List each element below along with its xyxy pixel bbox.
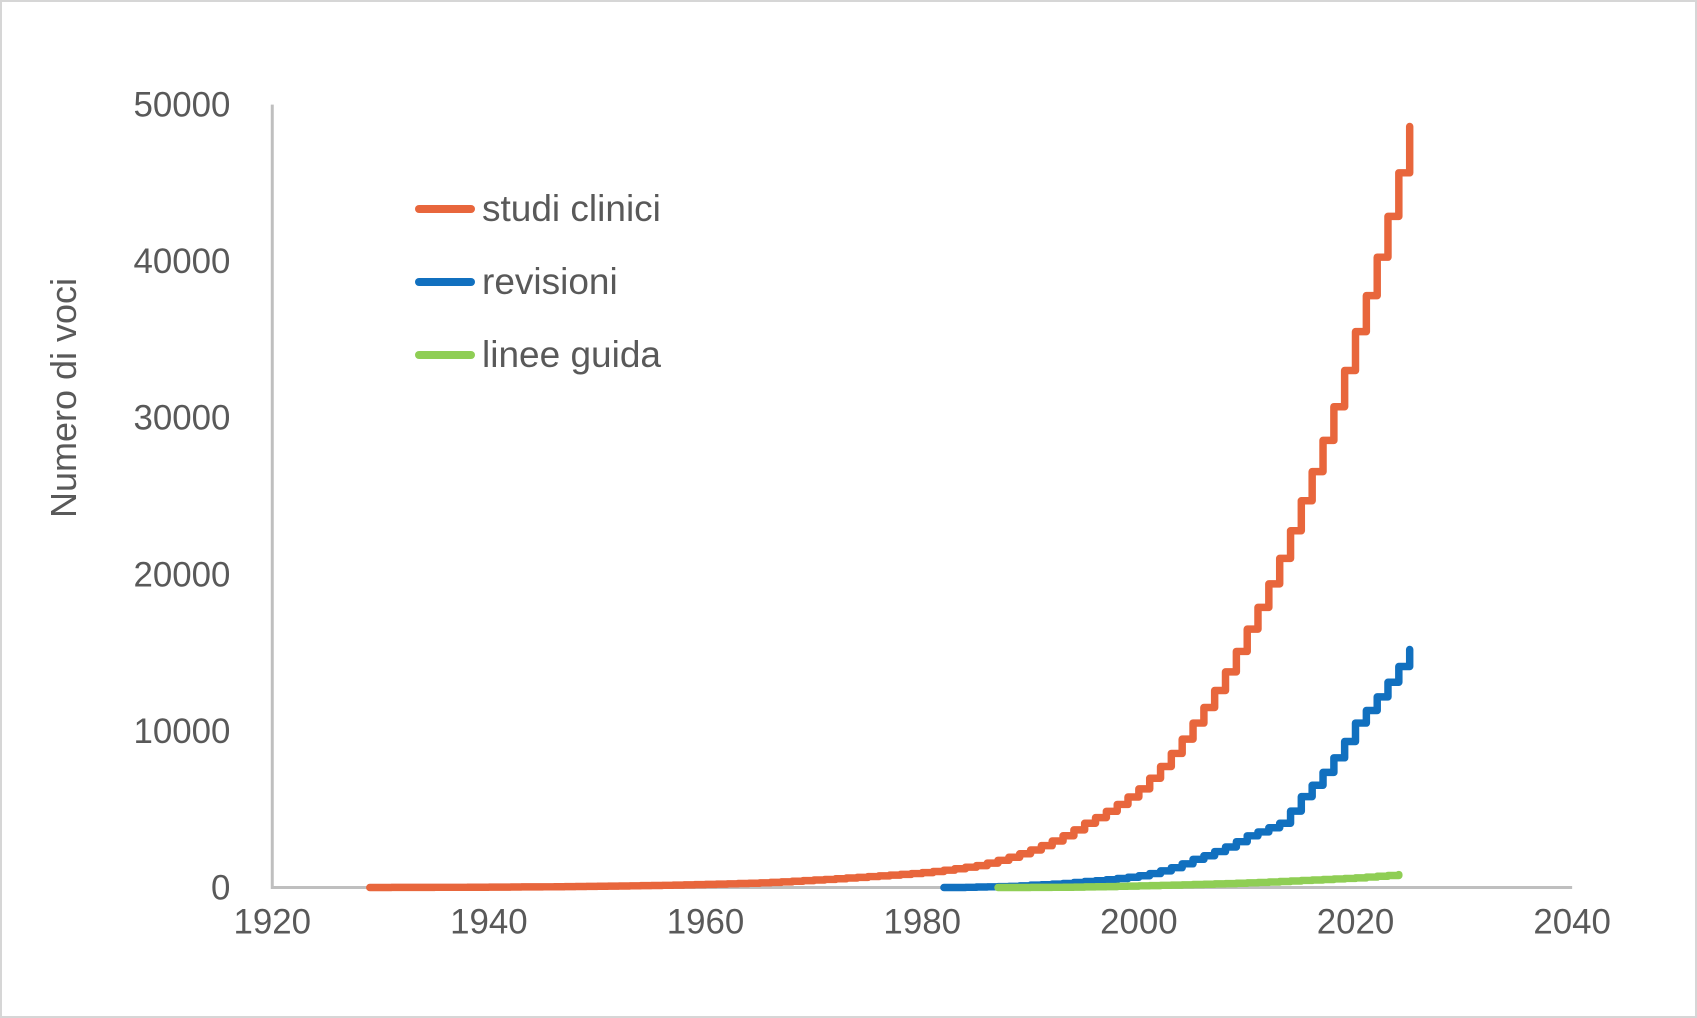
x-tick-label: 1920 (233, 902, 311, 941)
y-tick-label: 10000 (134, 712, 231, 751)
legend-item-label: linee guida (482, 334, 661, 375)
legend-swatch-icon (415, 278, 475, 286)
x-tick-label: 1980 (883, 902, 961, 941)
x-tick-label: 2000 (1100, 902, 1178, 941)
y-tick-label: 20000 (134, 555, 231, 594)
legend-swatch-icon (415, 351, 475, 359)
legend: studi clinici revisioni linee guida (415, 186, 661, 405)
legend-item: revisioni (415, 259, 661, 305)
y-tick-label: 50000 (134, 86, 231, 125)
x-tick-label: 2020 (1317, 902, 1395, 941)
y-tick-label: 30000 (134, 399, 231, 438)
legend-item: studi clinici (415, 186, 661, 232)
y-tick-label: 0 (211, 868, 230, 907)
legend-item-label: studi clinici (482, 188, 661, 229)
x-tick-label: 2040 (1533, 902, 1611, 941)
legend-swatch-icon (415, 205, 475, 213)
series-line-studi-clinici (366, 122, 1414, 892)
series-line-revisioni (940, 645, 1414, 892)
y-axis-title: Numero di voci (43, 277, 84, 519)
x-tick-label: 1940 (450, 902, 528, 941)
legend-item: linee guida (415, 332, 661, 378)
legend-item-label: revisioni (482, 261, 618, 302)
x-tick-label: 1960 (667, 902, 745, 941)
series-line-linee-guida (994, 870, 1403, 892)
y-tick-label: 40000 (134, 242, 231, 281)
